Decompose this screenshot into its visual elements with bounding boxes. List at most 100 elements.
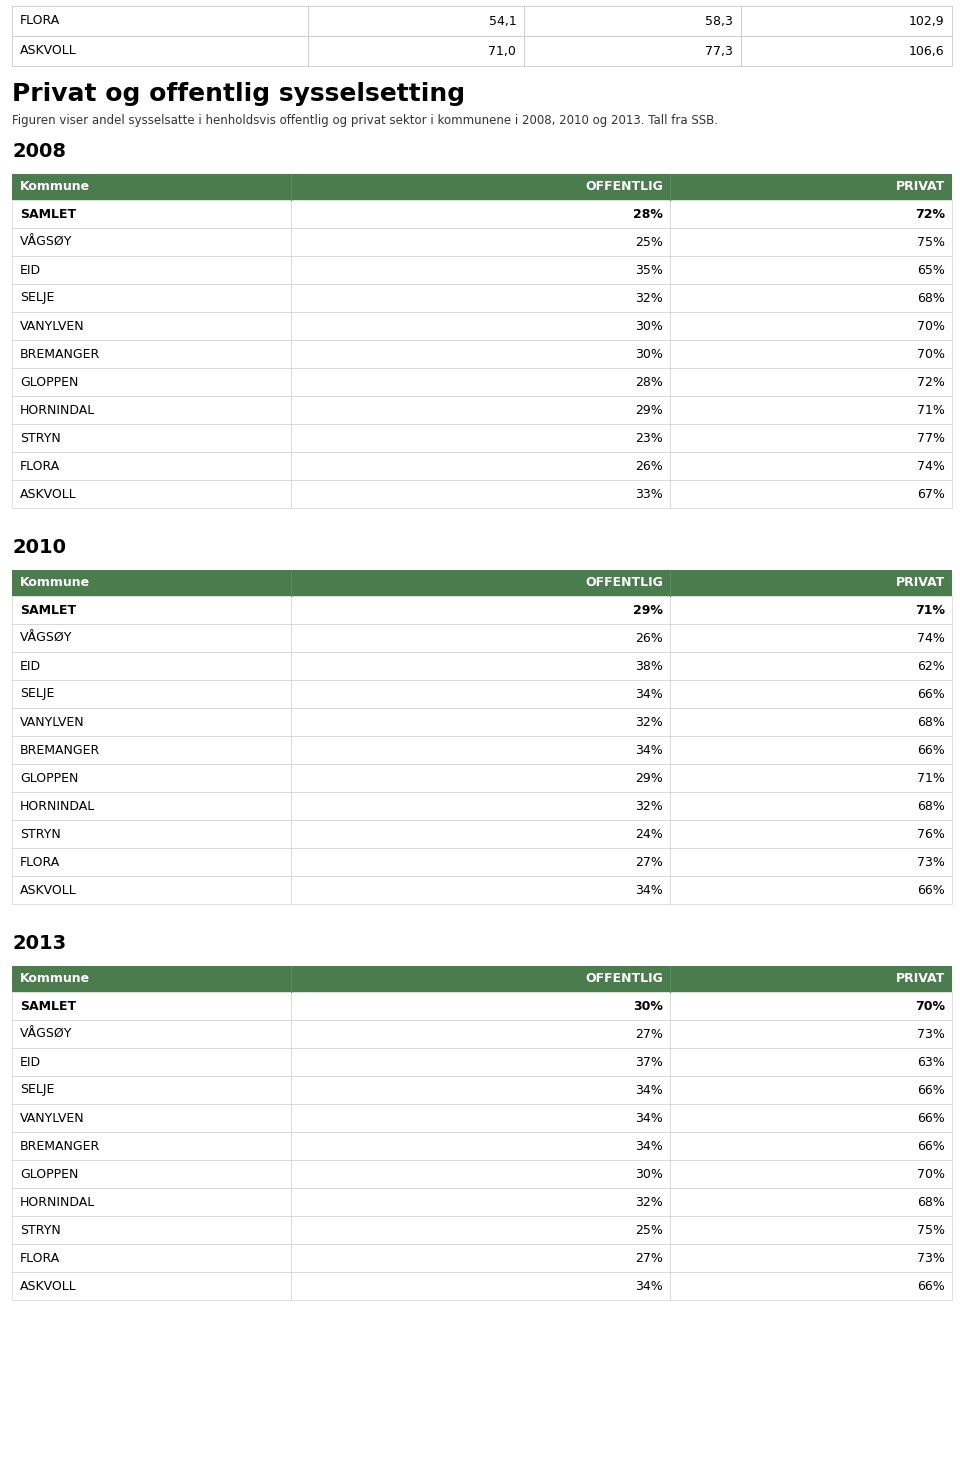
Bar — [670, 255, 952, 285]
Text: GLOPPEN: GLOPPEN — [20, 1167, 79, 1180]
Bar — [670, 395, 952, 425]
Bar — [291, 1188, 670, 1215]
Text: VANYLVEN: VANYLVEN — [20, 715, 84, 728]
Text: VÅGSØY: VÅGSØY — [20, 632, 72, 645]
Bar — [12, 312, 291, 340]
Bar — [12, 228, 291, 255]
Bar — [670, 820, 952, 848]
Bar — [12, 1020, 291, 1048]
Bar — [670, 652, 952, 680]
Text: SELJE: SELJE — [20, 292, 55, 305]
Text: 102,9: 102,9 — [908, 15, 944, 28]
Text: 28%: 28% — [636, 375, 663, 388]
Text: 34%: 34% — [636, 1139, 663, 1153]
Bar — [291, 340, 670, 368]
Text: 58,3: 58,3 — [705, 15, 732, 28]
Bar — [670, 624, 952, 652]
Text: 66%: 66% — [917, 687, 945, 700]
Bar — [291, 624, 670, 652]
Text: 34%: 34% — [636, 687, 663, 700]
Text: 2013: 2013 — [12, 934, 66, 953]
Text: SAMLET: SAMLET — [20, 207, 76, 220]
Bar — [12, 6, 308, 36]
Text: VANYLVEN: VANYLVEN — [20, 320, 84, 333]
Bar — [12, 875, 291, 905]
Text: 23%: 23% — [636, 432, 663, 445]
Bar — [670, 1188, 952, 1215]
Text: 75%: 75% — [917, 1224, 945, 1236]
Bar — [291, 368, 670, 395]
Text: 33%: 33% — [636, 487, 663, 500]
Bar — [12, 255, 291, 285]
Bar — [12, 368, 291, 395]
Text: 27%: 27% — [636, 1027, 663, 1040]
Text: 71%: 71% — [917, 772, 945, 785]
Bar — [291, 875, 670, 905]
Bar — [12, 1048, 291, 1075]
Text: 63%: 63% — [917, 1055, 945, 1068]
Bar — [12, 765, 291, 792]
Text: 34%: 34% — [636, 744, 663, 757]
Text: BREMANGER: BREMANGER — [20, 744, 100, 757]
Text: 2010: 2010 — [12, 538, 66, 557]
Text: Kommune: Kommune — [20, 576, 90, 589]
Bar — [12, 1215, 291, 1245]
Bar — [12, 285, 291, 312]
Bar — [12, 340, 291, 368]
Text: 68%: 68% — [917, 292, 945, 305]
Bar — [291, 1048, 670, 1075]
Text: FLORA: FLORA — [20, 15, 60, 28]
Text: 66%: 66% — [917, 1112, 945, 1125]
Text: 68%: 68% — [917, 715, 945, 728]
Bar — [291, 255, 670, 285]
Text: 24%: 24% — [636, 827, 663, 840]
Bar — [12, 1188, 291, 1215]
Bar — [12, 624, 291, 652]
Bar — [12, 1104, 291, 1132]
Bar — [12, 174, 291, 200]
Bar — [291, 595, 670, 624]
Bar — [291, 992, 670, 1020]
Bar — [12, 1160, 291, 1188]
Text: 77,3: 77,3 — [705, 45, 732, 57]
Bar — [670, 792, 952, 820]
Text: 66%: 66% — [917, 884, 945, 896]
Bar — [12, 395, 291, 425]
Text: 73%: 73% — [917, 1027, 945, 1040]
Text: 26%: 26% — [636, 632, 663, 645]
Text: 71%: 71% — [915, 604, 945, 617]
Text: 62%: 62% — [917, 659, 945, 673]
Text: 25%: 25% — [636, 1224, 663, 1236]
Text: 75%: 75% — [917, 235, 945, 248]
Bar — [670, 312, 952, 340]
Text: 29%: 29% — [636, 772, 663, 785]
Text: 66%: 66% — [917, 1280, 945, 1293]
Bar — [670, 708, 952, 735]
Text: 29%: 29% — [636, 404, 663, 416]
Bar — [524, 36, 740, 66]
Bar — [670, 1020, 952, 1048]
Bar — [12, 820, 291, 848]
Text: HORNINDAL: HORNINDAL — [20, 1195, 95, 1208]
Text: Kommune: Kommune — [20, 973, 90, 985]
Text: 34%: 34% — [636, 1084, 663, 1097]
Text: 38%: 38% — [636, 659, 663, 673]
Text: OFFENTLIG: OFFENTLIG — [586, 181, 663, 194]
Text: 32%: 32% — [636, 292, 663, 305]
Text: STRYN: STRYN — [20, 1224, 60, 1236]
Bar — [670, 595, 952, 624]
Text: VÅGSØY: VÅGSØY — [20, 235, 72, 248]
Bar — [12, 848, 291, 875]
Text: 34%: 34% — [636, 1280, 663, 1293]
Text: 25%: 25% — [636, 235, 663, 248]
Bar — [291, 1272, 670, 1300]
Bar — [670, 875, 952, 905]
Text: SELJE: SELJE — [20, 1084, 55, 1097]
Text: 74%: 74% — [917, 632, 945, 645]
Text: EID: EID — [20, 264, 41, 277]
Bar — [12, 452, 291, 480]
Text: ASKVOLL: ASKVOLL — [20, 487, 77, 500]
Bar — [12, 200, 291, 228]
Bar — [291, 966, 670, 992]
Bar — [291, 312, 670, 340]
